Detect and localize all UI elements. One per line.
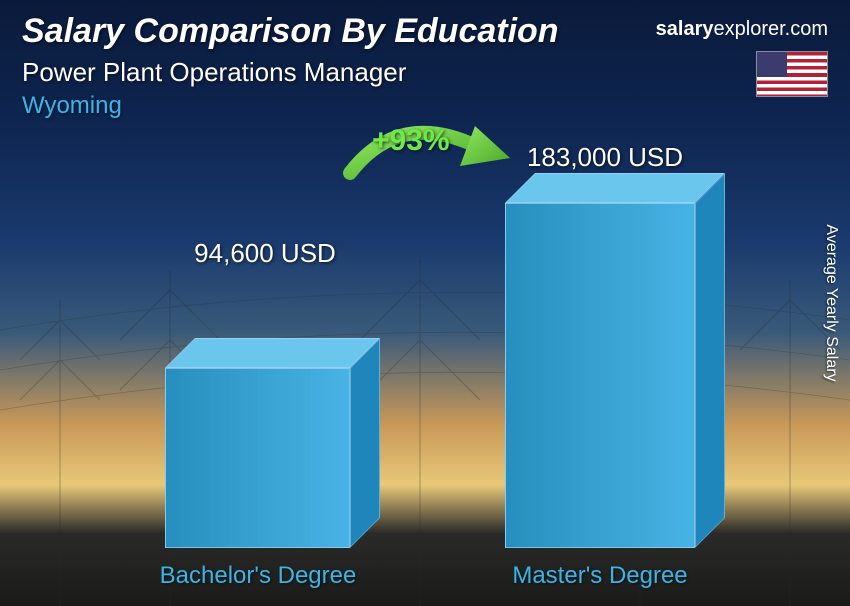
flag-icon	[756, 51, 828, 97]
y-axis-label: Average Yearly Salary	[822, 224, 840, 381]
bar-1	[505, 173, 725, 548]
bar-top	[505, 173, 725, 203]
brand-name: salaryexplorer.com	[656, 18, 828, 41]
bar-side	[695, 173, 725, 548]
brand-name-bold: salary	[656, 18, 714, 40]
brand-block: salaryexplorer.com	[656, 18, 828, 97]
chart-area: +93% 94,600 USDBachelor's Degree183,000 …	[0, 150, 850, 606]
increase-label: +93%	[372, 124, 450, 158]
bar-category-0: Bachelor's Degree	[128, 562, 388, 590]
bar-front	[165, 368, 350, 548]
bar-category-1: Master's Degree	[470, 562, 730, 590]
bar-front	[505, 203, 695, 548]
bar-value-0: 94,600 USD	[135, 238, 395, 269]
bar-top	[165, 338, 380, 368]
brand-name-rest: explorer.com	[714, 18, 829, 40]
bar-side	[350, 338, 380, 548]
bar-0	[165, 338, 380, 548]
